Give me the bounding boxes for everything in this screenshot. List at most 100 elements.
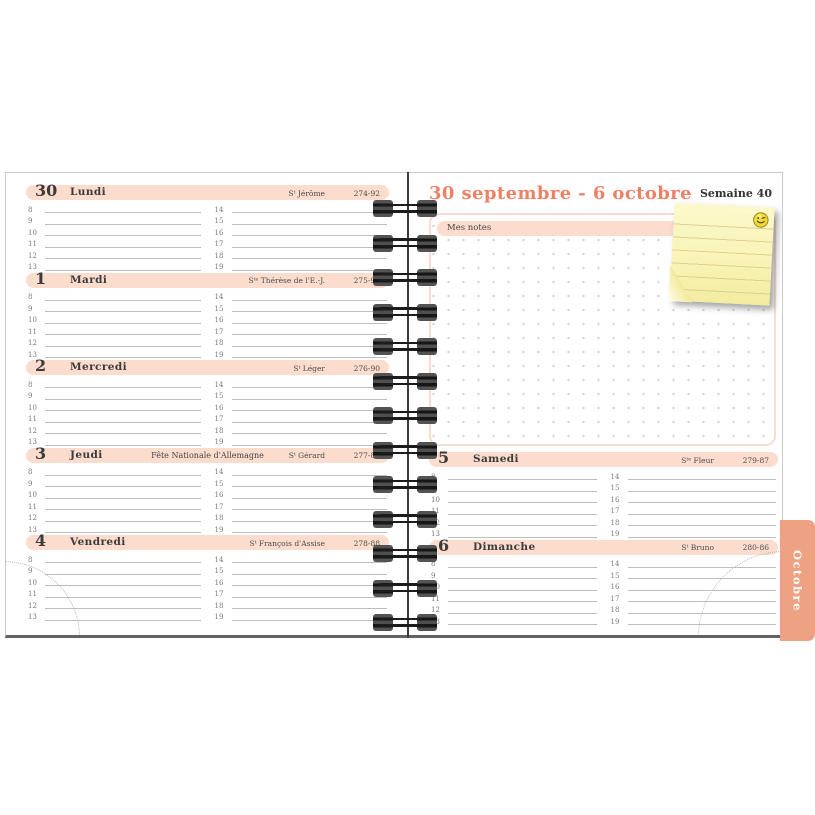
day-number: 4 bbox=[35, 531, 47, 550]
hour-line-row: 16 bbox=[609, 581, 779, 593]
morning-hours-column: 8 9 10 11 12 13 bbox=[26, 466, 203, 535]
afternoon-hours-column: 14 15 16 17 18 19 bbox=[213, 466, 390, 535]
hour-line-row: 10 bbox=[429, 493, 599, 505]
hour-label: 13 bbox=[28, 525, 37, 534]
hour-writing-line bbox=[627, 589, 776, 591]
hour-writing-line bbox=[231, 444, 387, 446]
hour-line-row: 14 bbox=[213, 553, 390, 565]
hour-writing-line bbox=[45, 398, 201, 400]
hour-writing-line bbox=[448, 479, 597, 480]
hour-label: 18 bbox=[214, 251, 224, 260]
hour-label: 11 bbox=[431, 594, 440, 603]
left-page: 30 Lundi Sᵗ Jérôme 274-92 8 9 10 11 12 13 14 1… bbox=[6, 173, 405, 635]
hour-writing-line bbox=[45, 532, 201, 533]
hour-label: 8 bbox=[431, 560, 436, 568]
hour-writing-line bbox=[45, 357, 201, 358]
hour-writing-line bbox=[45, 444, 201, 446]
day-of-year-code: 279-87 bbox=[742, 455, 769, 465]
hour-label: 10 bbox=[28, 403, 37, 412]
hour-line-row: 14 bbox=[213, 378, 390, 390]
day-number: 6 bbox=[438, 535, 450, 555]
hour-label: 12 bbox=[28, 514, 37, 522]
hour-writing-line bbox=[45, 520, 201, 522]
day-saint: Sᵗ Gérard bbox=[288, 451, 325, 460]
hour-writing-line bbox=[231, 486, 387, 487]
hour-label: 17 bbox=[214, 240, 224, 248]
day-hour-grid: 8 9 10 11 12 13 14 15 16 17 18 19 bbox=[26, 378, 389, 447]
hour-label: 9 bbox=[431, 484, 436, 492]
left-page-day-list: 30 Lundi Sᵗ Jérôme 274-92 8 9 10 11 12 13 14 1… bbox=[26, 181, 390, 623]
day-of-year-code: 275-91 bbox=[353, 276, 380, 285]
day-header-bar: 1 Mardi Sᵗᵉ Thérèse de l'E.-J. 275-91 bbox=[26, 269, 389, 288]
day-header-bar: 6 Dimanche Sᵗ Bruno 280-86 bbox=[429, 536, 778, 555]
hour-writing-line bbox=[231, 345, 387, 347]
hour-writing-line bbox=[231, 299, 387, 301]
hour-writing-line bbox=[448, 578, 597, 579]
day-of-year-code: 278-88 bbox=[353, 538, 380, 548]
hour-label: 11 bbox=[28, 415, 37, 423]
hour-line-row: 17 bbox=[213, 588, 390, 600]
hour-writing-line bbox=[45, 334, 201, 335]
day-block: 30 Lundi Sᵗ Jérôme 274-92 8 9 10 11 12 13 14 1… bbox=[26, 181, 390, 273]
hour-line-row: 16 bbox=[213, 401, 390, 413]
afternoon-hours-column: 14 15 16 17 18 19 bbox=[213, 378, 390, 447]
day-name: Samedi bbox=[473, 453, 519, 465]
hour-label: 18 bbox=[214, 514, 224, 522]
day-block: 1 Mardi Sᵗᵉ Thérèse de l'E.-J. 275-91 8 9… bbox=[26, 269, 390, 361]
hour-line-row: 19 bbox=[213, 261, 390, 273]
hour-line-row: 15 bbox=[213, 565, 390, 577]
hour-line-row: 14 bbox=[213, 203, 390, 215]
hour-label: 17 bbox=[214, 502, 224, 511]
hour-line-row: 11 bbox=[26, 238, 203, 250]
hour-label: 14 bbox=[610, 560, 620, 568]
hour-line-row: 11 bbox=[429, 505, 599, 517]
hour-label: 19 bbox=[214, 263, 224, 271]
hour-label: 14 bbox=[214, 468, 224, 476]
hour-writing-line bbox=[627, 513, 776, 515]
hour-writing-line bbox=[448, 525, 597, 526]
hour-line-row: 13 bbox=[26, 261, 203, 273]
hour-label: 12 bbox=[28, 251, 37, 260]
hour-line-row: 13 bbox=[26, 348, 203, 360]
day-block: 4 Vendredi Sᵗ François d'Assise 278-88 8… bbox=[26, 531, 390, 623]
day-name: Dimanche bbox=[473, 540, 536, 553]
hour-writing-line bbox=[231, 532, 387, 533]
day-hour-grid: 8 9 10 11 12 13 14 15 16 17 18 19 bbox=[429, 470, 778, 539]
hour-line-row: 8 bbox=[26, 203, 203, 215]
hour-label: 19 bbox=[610, 617, 620, 626]
day-number: 2 bbox=[35, 356, 47, 375]
morning-hours-column: 8 9 10 11 12 13 bbox=[26, 291, 203, 360]
hour-writing-line bbox=[45, 269, 201, 271]
month-tab-octobre: Octobre bbox=[780, 520, 815, 641]
hour-writing-line bbox=[231, 334, 387, 335]
hour-line-row: 9 bbox=[26, 477, 203, 489]
hour-writing-line bbox=[231, 421, 387, 423]
hour-writing-line bbox=[231, 246, 387, 248]
hour-line-row: 14 bbox=[213, 291, 390, 303]
hour-line-row: 18 bbox=[213, 249, 390, 261]
hour-line-row: 18 bbox=[213, 337, 390, 349]
day-of-year-code: 277-89 bbox=[353, 451, 380, 460]
hour-label: 18 bbox=[214, 339, 224, 347]
hour-writing-line bbox=[448, 589, 597, 591]
hour-line-row: 15 bbox=[213, 215, 390, 227]
hour-label: 10 bbox=[431, 495, 440, 504]
hour-line-row: 18 bbox=[213, 599, 390, 611]
hour-label: 16 bbox=[214, 228, 224, 237]
hour-label: 14 bbox=[610, 472, 620, 481]
hour-writing-line bbox=[231, 562, 387, 563]
hour-writing-line bbox=[231, 223, 387, 225]
hour-label: 8 bbox=[28, 468, 33, 476]
day-block: 2 Mercredi Sᵗ Léger 276-90 8 9 10 11 12 13 14… bbox=[26, 356, 389, 448]
hour-label: 19 bbox=[214, 350, 224, 359]
smiley-sticker-icon bbox=[752, 212, 769, 229]
hour-label: 9 bbox=[28, 392, 33, 400]
hour-writing-line bbox=[627, 536, 776, 538]
hour-writing-line bbox=[231, 269, 387, 271]
day-saint: Sᵗ François d'Assise bbox=[249, 538, 325, 548]
hour-label: 11 bbox=[431, 507, 440, 515]
hour-line-row: 8 bbox=[26, 466, 203, 478]
hour-line-row: 17 bbox=[213, 413, 390, 425]
hour-writing-line bbox=[45, 387, 201, 388]
